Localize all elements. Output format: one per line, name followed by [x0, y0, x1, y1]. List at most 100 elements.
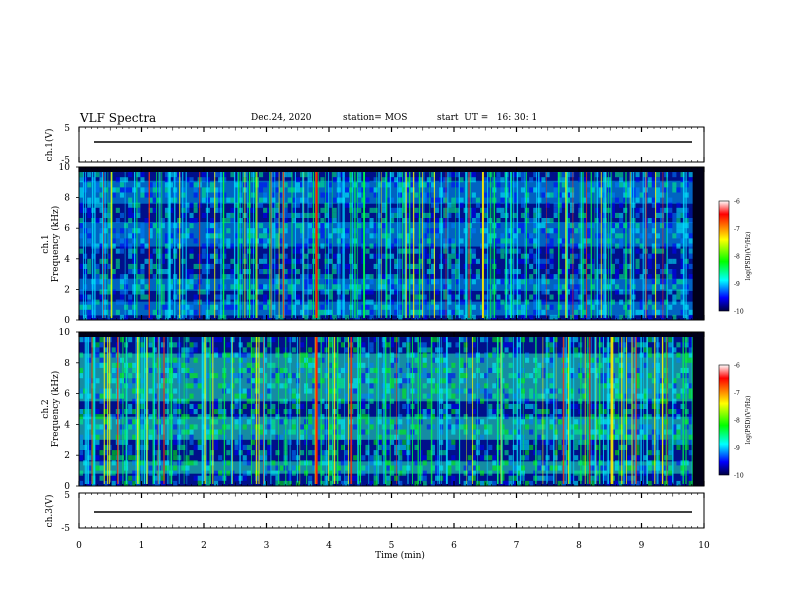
spectrogram-cell: [488, 455, 493, 461]
spectrogram-cell: [271, 362, 276, 368]
spectrogram-cell: [300, 223, 305, 229]
spectrogram-cell: [111, 378, 116, 384]
spectrogram-cell: [361, 398, 366, 404]
spectrogram-cell: [238, 258, 243, 264]
spectrogram-cell: [312, 233, 317, 239]
spectrogram-cell: [574, 470, 579, 476]
spectrogram-cell: [193, 373, 198, 379]
spectrogram-cell: [627, 455, 632, 461]
spectrogram-cell: [119, 294, 124, 300]
spectrogram-cell: [271, 460, 276, 466]
spectrogram-cell: [385, 304, 390, 310]
spectrogram-cell: [602, 304, 607, 310]
spectrogram-cell: [553, 228, 558, 234]
spectrogram-cell: [181, 414, 186, 420]
spectrogram-cell: [516, 342, 521, 348]
spectrogram-cell: [492, 337, 497, 343]
spectrogram-cell: [111, 480, 116, 486]
spectrogram-cell: [320, 450, 325, 456]
spectrogram-cell: [623, 409, 628, 415]
spectrogram-cell: [590, 284, 595, 290]
spectrogram-cell: [136, 274, 141, 280]
spectrogram-cell: [271, 419, 276, 425]
spectrogram-cell: [688, 357, 693, 363]
spectrogram-cell: [578, 429, 583, 435]
spectrogram-cell: [230, 218, 235, 224]
spectrogram-cell: [541, 409, 546, 415]
spectrogram-cell: [496, 304, 501, 310]
spectrogram-cell: [655, 192, 660, 198]
spectrogram-cell: [365, 367, 370, 373]
spectrogram-cell: [467, 197, 472, 203]
spectrogram-cell: [336, 182, 341, 188]
spectrogram-cell: [99, 342, 104, 348]
spectrogram-cell: [336, 304, 341, 310]
spectrogram-cell: [357, 434, 362, 440]
spectrogram-cell: [95, 263, 100, 269]
spectrogram-cell: [660, 223, 665, 229]
spectrogram-cell: [271, 238, 276, 244]
spectrogram-cell: [422, 248, 427, 254]
spectrogram-cell: [398, 177, 403, 183]
spectrogram-cell: [328, 342, 333, 348]
spectrogram-cell: [435, 207, 440, 213]
spectrogram-cell: [275, 367, 280, 373]
spectrogram-cell: [680, 294, 685, 300]
spectrogram-cell: [525, 357, 530, 363]
spectrogram-cell: [684, 383, 689, 389]
spectrogram-cell: [451, 309, 456, 315]
spectrogram-cell: [398, 378, 403, 384]
spectrogram-cell: [107, 314, 112, 320]
spectrogram-cell: [549, 347, 554, 353]
spectrogram-cell: [312, 398, 317, 404]
spectrogram-cell: [324, 269, 329, 275]
spectrogram-cell: [259, 284, 264, 290]
spectrogram-cell: [451, 403, 456, 409]
spectrogram-cell: [508, 434, 513, 440]
spectrogram-cell: [246, 367, 251, 373]
spectrogram-cell: [209, 253, 214, 259]
spectrogram-cell: [655, 352, 660, 358]
spectrogram-cell: [471, 253, 476, 259]
spectrogram-cell: [651, 439, 656, 445]
spectrogram-cell: [525, 455, 530, 461]
spectrogram-cell: [250, 450, 255, 456]
spectrogram-cell: [226, 263, 231, 269]
spectrogram-cell: [627, 475, 632, 481]
spectrogram-cell: [320, 414, 325, 420]
spectrogram-cell: [668, 444, 673, 450]
spectrogram-cell: [406, 263, 411, 269]
spectrogram-cell: [304, 274, 309, 280]
spectrogram-cell: [267, 409, 272, 415]
spectrogram-cell: [553, 187, 558, 193]
spectrogram-cell: [647, 347, 652, 353]
spectrogram-cell: [320, 470, 325, 476]
spectrogram-cell: [365, 414, 370, 420]
spectrogram-cell: [185, 202, 190, 208]
spectrogram-cell: [283, 294, 288, 300]
spectrogram-cell: [361, 429, 366, 435]
spectrogram-cell: [164, 378, 169, 384]
spectrogram-cell: [377, 182, 382, 188]
spectrogram-cell: [635, 228, 640, 234]
spectrogram-cell: [422, 192, 427, 198]
spectrogram-cell: [684, 378, 689, 384]
spectrogram-cell: [647, 294, 652, 300]
spectrogram-cell: [156, 289, 161, 295]
spectrogram-cell: [430, 388, 435, 394]
spectrogram-cell: [516, 223, 521, 229]
spectrogram-cell: [263, 470, 268, 476]
spectrogram-cell: [570, 367, 575, 373]
spectrogram-cell: [647, 388, 652, 394]
spectrogram-cell: [422, 367, 427, 373]
spectrogram-cell: [209, 373, 214, 379]
spectrogram-cell: [385, 429, 390, 435]
spectrogram-cell: [459, 388, 464, 394]
spectrogram-cell: [557, 414, 562, 420]
spectrogram-cell: [152, 182, 157, 188]
spectrogram-cell: [169, 424, 174, 430]
spectrogram-cell: [95, 455, 100, 461]
spectrogram-cell: [537, 419, 542, 425]
spectrogram-cell: [635, 309, 640, 315]
spectrogram-cell: [443, 192, 448, 198]
